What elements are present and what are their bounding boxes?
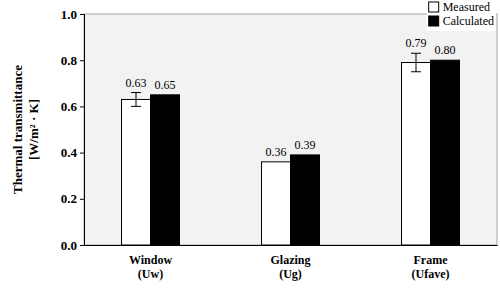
bar: [151, 95, 180, 245]
legend-item: Measured: [429, 0, 490, 14]
data-labels: 0.63 0.36 0.79 0.65 0.39 0.80: [126, 36, 456, 159]
bar: [122, 99, 151, 245]
chart: 0.63 0.36 0.79 0.65 0.39 0.80 0.0 0.2 0.4 0.6 0.8 1…: [0, 0, 500, 288]
x-tick-label-line: (Ug): [279, 267, 302, 281]
error-bar: [411, 53, 421, 71]
y-tick: 0.0: [61, 238, 84, 253]
y-tick-mark: [80, 245, 84, 246]
error-bar-stem: [416, 53, 417, 71]
y-tick: 0.4: [61, 145, 84, 160]
legend: MeasuredCalculated: [427, 0, 496, 31]
bar: [402, 63, 431, 245]
error-bar-stem: [136, 93, 137, 107]
legend-background: [427, 1, 496, 31]
bar: [431, 60, 460, 245]
bar: [291, 155, 320, 245]
y-tick-label: 0.6: [61, 99, 78, 114]
x-tick: Frame(Ufave): [412, 245, 450, 281]
legend-label: Measured: [443, 0, 490, 14]
marks: [122, 53, 460, 245]
x-tick-label-line: (Ufave): [412, 267, 450, 281]
x-tick: Glazing(Ug): [270, 245, 310, 281]
data-label: 0.36: [266, 145, 287, 159]
legend-item: Calculated: [429, 14, 494, 28]
error-bar-cap: [411, 71, 421, 72]
x-tick-label-line: Frame: [414, 253, 449, 267]
x-tick-label-line: (Uw): [138, 267, 163, 281]
x-tick-label: Frame(Ufave): [412, 253, 450, 281]
error-bar: [131, 93, 141, 107]
x-tick-label: Glazing(Ug): [270, 253, 310, 281]
y-axis-title-line: [W/m² · K]: [26, 99, 41, 160]
y-tick-mark: [80, 199, 84, 200]
error-bar-cap: [131, 106, 141, 107]
data-label: 0.39: [294, 138, 315, 152]
y-axis: 0.0 0.2 0.4 0.6 0.8 1.0: [61, 7, 85, 253]
error-bar-cap: [131, 92, 141, 93]
y-tick: 1.0: [61, 7, 84, 22]
x-tick-label: Window(Uw): [129, 253, 172, 281]
x-tick-label-line: Window: [129, 253, 172, 267]
y-axis-title-line: Thermal transmittance: [10, 65, 25, 194]
x-tick: Window(Uw): [129, 245, 172, 281]
y-tick-mark: [80, 14, 84, 15]
data-label: 0.79: [406, 36, 427, 50]
y-tick-label: 0.8: [61, 53, 78, 68]
data-label: 0.80: [434, 43, 455, 57]
legend-swatch: [429, 16, 439, 26]
plot-background: [84, 14, 497, 245]
y-tick-label: 1.0: [61, 7, 77, 22]
x-tick-label-line: Glazing: [270, 253, 310, 267]
y-tick-label: 0.0: [61, 238, 77, 253]
y-tick-label: 0.4: [61, 145, 78, 160]
legend-label: Calculated: [443, 14, 494, 28]
y-tick-mark: [80, 106, 84, 107]
plot: 0.63 0.36 0.79 0.65 0.39 0.80 0.0 0.2 0.4 0.6 0.8 1…: [61, 7, 498, 282]
y-tick: 0.8: [61, 53, 84, 68]
error-bar-cap: [411, 53, 421, 54]
y-tick-label: 0.2: [61, 191, 77, 206]
bar: [262, 162, 291, 245]
x-axis-line: [85, 245, 498, 246]
y-axis-line: [80, 15, 85, 246]
x-axis: Window(Uw) Glazing(Ug) Frame(Ufave): [85, 245, 498, 281]
y-tick: 0.2: [61, 191, 84, 206]
y-tick-mark: [80, 60, 84, 61]
data-label: 0.63: [126, 76, 147, 90]
y-axis-title: Thermal transmittance[W/m² · K]: [10, 65, 41, 194]
legend-swatch: [429, 2, 439, 12]
y-tick-mark: [80, 153, 84, 154]
data-label: 0.65: [154, 78, 175, 92]
y-tick: 0.6: [61, 99, 84, 114]
